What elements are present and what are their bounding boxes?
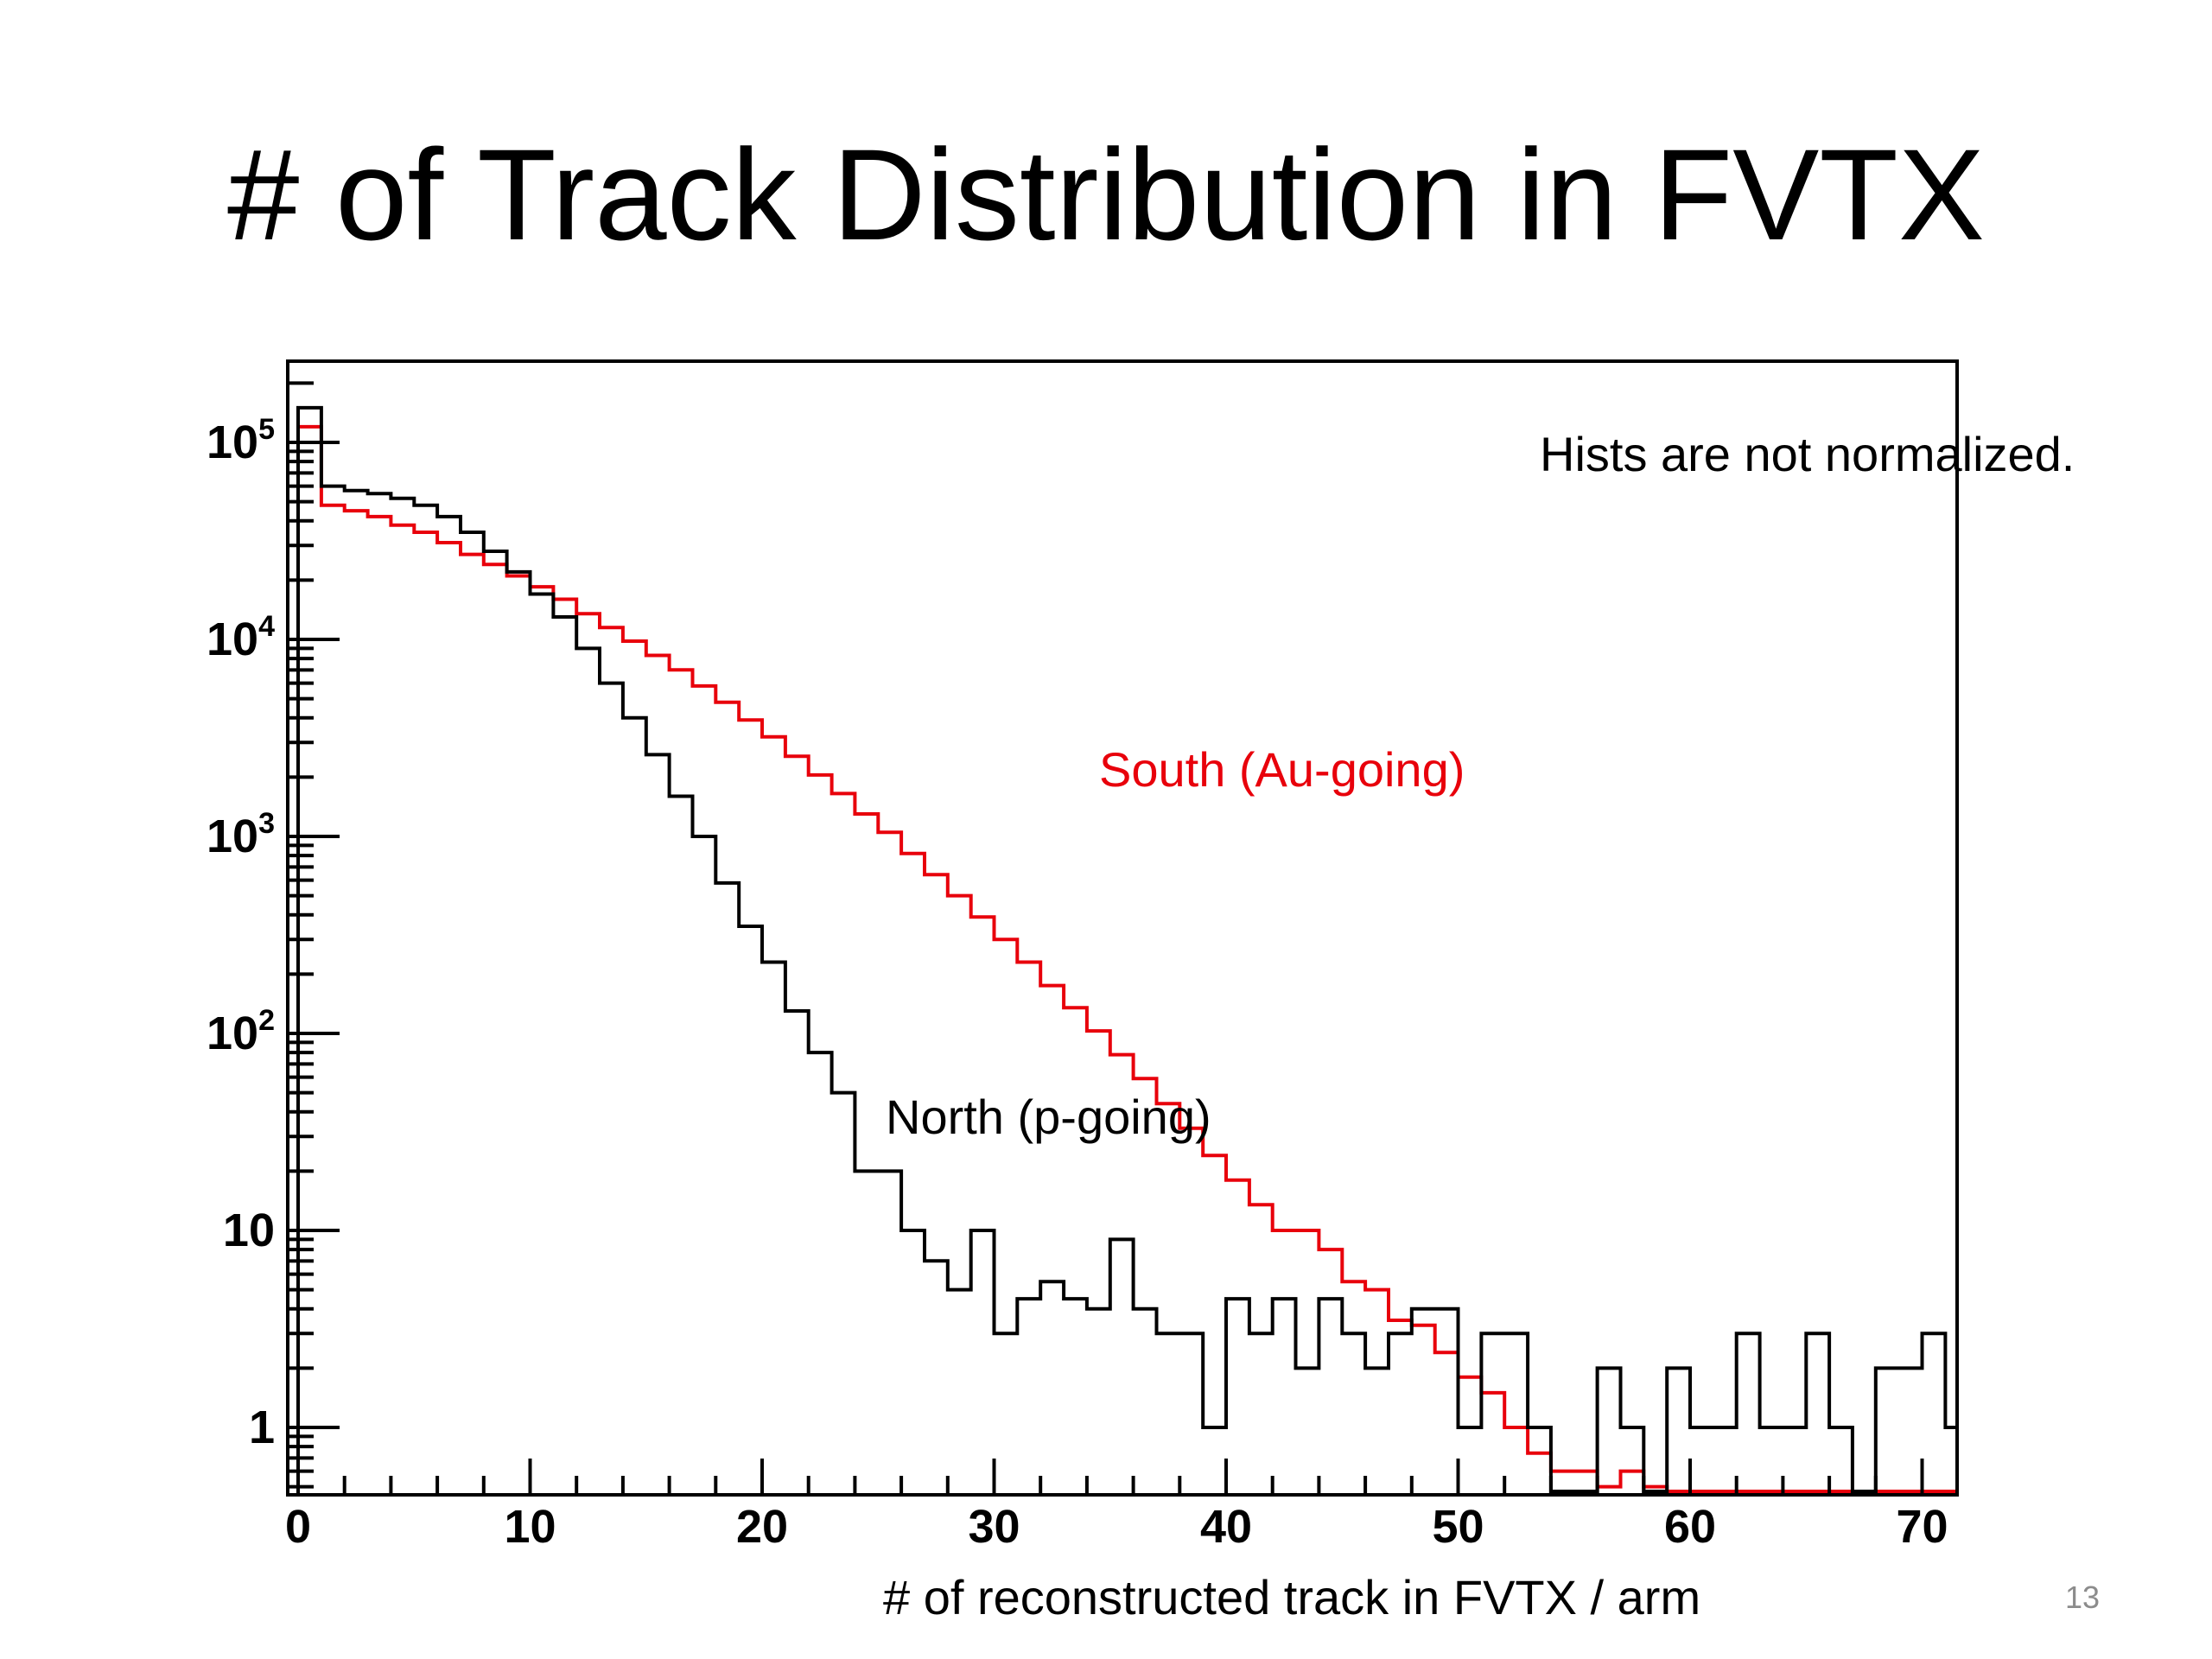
x-tick-labels: 0 10 20 30 40 50 60 70 — [285, 1501, 1948, 1553]
y-tick-label: 105 — [207, 413, 275, 468]
normalization-note: Hists are not normalized. — [1540, 427, 2075, 481]
series-south-au-going — [296, 424, 1955, 1493]
x-tick-label: 0 — [285, 1501, 311, 1553]
axis-ticks — [289, 381, 1924, 1493]
x-axis-label: # of reconstructed track in FVTX / arm — [883, 1570, 1700, 1624]
x-tick-label: 60 — [1664, 1501, 1716, 1553]
north-series-label: North (p-going) — [886, 1090, 1211, 1144]
y-tick-label: 104 — [207, 610, 275, 665]
series-layer — [296, 405, 1955, 1493]
x-tick-label: 70 — [1896, 1501, 1948, 1553]
series-north-p-going — [296, 405, 1955, 1493]
x-tick-label: 40 — [1200, 1501, 1252, 1553]
y-tick-label: 10 — [223, 1205, 275, 1256]
x-tick-label: 10 — [504, 1501, 556, 1553]
y-tick-label: 102 — [207, 1004, 275, 1059]
south-series-label: South (Au-going) — [1099, 742, 1465, 797]
slide-number: 13 — [2065, 1580, 2101, 1615]
x-tick-label: 50 — [1432, 1501, 1484, 1553]
plot-frame — [286, 359, 1959, 1497]
y-tick-label: 103 — [207, 807, 275, 862]
x-tick-label: 20 — [736, 1501, 788, 1553]
y-tick-labels: 1 10 102 103 104 105 — [207, 413, 275, 1453]
x-tick-label: 30 — [968, 1501, 1020, 1553]
page-title: # of Track Distribution in FVTX — [226, 122, 1985, 267]
y-tick-label: 1 — [249, 1402, 275, 1453]
